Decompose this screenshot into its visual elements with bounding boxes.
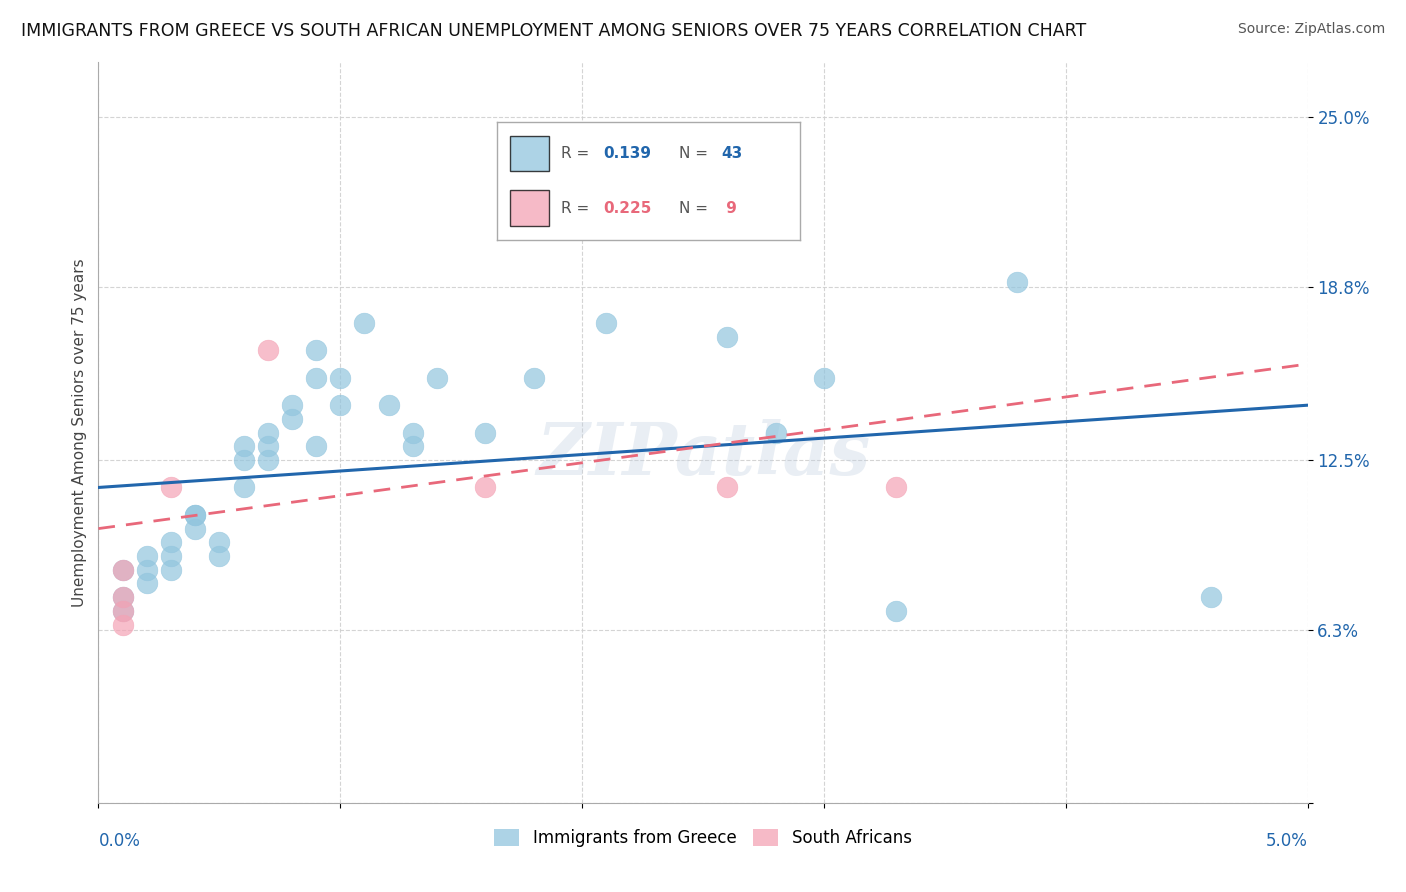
Text: IMMIGRANTS FROM GREECE VS SOUTH AFRICAN UNEMPLOYMENT AMONG SENIORS OVER 75 YEARS: IMMIGRANTS FROM GREECE VS SOUTH AFRICAN …: [21, 22, 1087, 40]
Point: [111, 590, 134, 604]
Text: Source: ZipAtlas.com: Source: ZipAtlas.com: [1237, 22, 1385, 37]
Text: 0.0%: 0.0%: [98, 832, 141, 850]
Point: [377, 398, 399, 412]
Point: [135, 563, 157, 577]
Point: [111, 563, 134, 577]
Point: [402, 439, 425, 453]
Point: [184, 508, 207, 522]
Point: [1007, 275, 1029, 289]
Point: [256, 343, 278, 358]
Point: [256, 439, 278, 453]
Point: [595, 316, 617, 330]
Point: [208, 535, 231, 549]
Point: [111, 604, 134, 618]
Point: [716, 329, 738, 343]
Point: [281, 412, 304, 426]
Point: [474, 480, 496, 494]
Point: [160, 549, 183, 563]
Point: [305, 371, 328, 385]
Point: [329, 371, 352, 385]
Point: [232, 453, 254, 467]
Point: [353, 316, 375, 330]
Point: [644, 193, 666, 207]
Point: [184, 522, 207, 536]
Point: [523, 371, 546, 385]
Point: [111, 604, 134, 618]
Point: [305, 343, 328, 358]
Point: [281, 398, 304, 412]
Point: [111, 590, 134, 604]
Point: [1199, 590, 1222, 604]
Point: [813, 371, 835, 385]
Text: 5.0%: 5.0%: [1265, 832, 1308, 850]
Point: [426, 371, 449, 385]
Point: [886, 604, 908, 618]
Point: [474, 425, 496, 440]
Y-axis label: Unemployment Among Seniors over 75 years: Unemployment Among Seniors over 75 years: [72, 259, 87, 607]
Point: [111, 617, 134, 632]
Legend: Immigrants from Greece, South Africans: Immigrants from Greece, South Africans: [488, 822, 918, 854]
Point: [329, 398, 352, 412]
Point: [160, 480, 183, 494]
Point: [547, 219, 569, 234]
Point: [160, 563, 183, 577]
Point: [765, 425, 787, 440]
Point: [256, 453, 278, 467]
Point: [232, 480, 254, 494]
Point: [716, 480, 738, 494]
Point: [305, 439, 328, 453]
Text: ZIPatlas: ZIPatlas: [536, 419, 870, 491]
Point: [208, 549, 231, 563]
Point: [232, 439, 254, 453]
Point: [160, 535, 183, 549]
Point: [256, 425, 278, 440]
Point: [111, 563, 134, 577]
Point: [135, 549, 157, 563]
Point: [886, 480, 908, 494]
Point: [135, 576, 157, 591]
Point: [402, 425, 425, 440]
Point: [184, 508, 207, 522]
